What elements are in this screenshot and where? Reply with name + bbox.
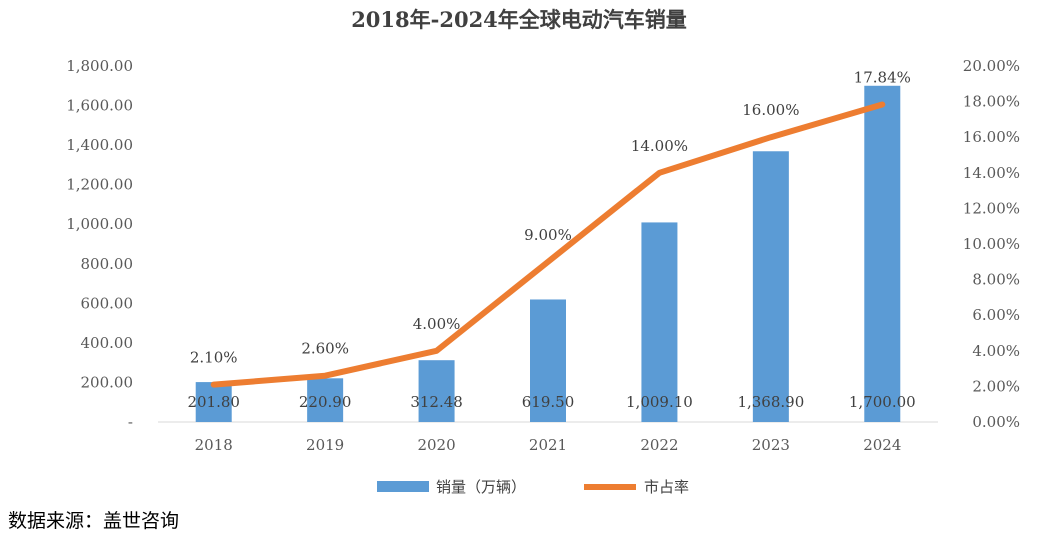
right-tick-label: 4.00% <box>972 342 1020 360</box>
right-tick-label: 18.00% <box>963 93 1020 111</box>
legend-line-label: 市占率 <box>644 478 689 496</box>
x-tick-label: 2022 <box>640 436 678 454</box>
line-data-label: 4.00% <box>413 315 461 333</box>
left-tick-label: 1,800.00 <box>66 57 133 75</box>
x-tick-label: 2019 <box>306 436 344 454</box>
right-tick-label: 20.00% <box>963 57 1020 75</box>
left-tick-label: - <box>128 413 133 431</box>
right-tick-label: 16.00% <box>963 128 1020 146</box>
left-tick-label: 1,000.00 <box>66 215 133 233</box>
bar <box>307 378 344 422</box>
right-tick-label: 0.00% <box>972 413 1020 431</box>
x-tick-label: 2021 <box>529 436 567 454</box>
right-tick-label: 14.00% <box>963 164 1020 182</box>
bar-series <box>195 85 901 423</box>
bar-data-label: 619.50 <box>522 393 575 411</box>
line-series <box>210 101 886 388</box>
line-data-label: 9.00% <box>524 226 572 244</box>
line-data-label: 17.84% <box>854 68 911 86</box>
bar-data-label: 312.48 <box>410 393 463 411</box>
bar <box>418 360 455 422</box>
left-tick-label: 1,200.00 <box>66 176 133 194</box>
right-tick-label: 2.00% <box>972 377 1020 395</box>
left-tick-label: 1,400.00 <box>66 136 133 154</box>
right-tick-label: 6.00% <box>972 306 1020 324</box>
left-tick-label: 200.00 <box>81 373 134 391</box>
x-tick-label: 2023 <box>752 436 790 454</box>
bar <box>530 299 566 422</box>
bar-data-labels: 201.80 220.90 312.48 619.50 1,009.10 1,368.90… <box>187 393 915 411</box>
x-tick-label: 2020 <box>417 436 455 454</box>
right-tick-label: 8.00% <box>972 271 1020 289</box>
line-data-labels: 2.10% 2.60% 4.00% 9.00% 14.00% 16.00% 17.84% <box>190 68 911 366</box>
bar-data-label: 201.80 <box>187 393 240 411</box>
bar-data-label: 1,700.00 <box>849 393 916 411</box>
bar-data-label: 1,009.10 <box>626 393 693 411</box>
right-tick-label: 10.00% <box>963 235 1020 253</box>
left-tick-label: 800.00 <box>81 255 134 273</box>
bar <box>641 222 678 422</box>
line-data-label: 2.60% <box>301 340 349 358</box>
bar <box>752 151 789 422</box>
legend: 销量（万辆） 市占率 <box>377 478 689 496</box>
x-axis-ticks: 2018 2019 2020 2021 2022 2023 2024 <box>195 436 902 454</box>
legend-bar-label: 销量（万辆） <box>436 478 526 496</box>
legend-bar-swatch <box>377 481 429 492</box>
bar <box>195 382 232 422</box>
share-line <box>210 101 886 388</box>
left-tick-label: 1,600.00 <box>66 97 133 115</box>
bar <box>864 85 901 423</box>
line-data-label: 2.10% <box>190 349 238 367</box>
chart-title: 2018年-2024年全球电动汽车销量 <box>351 7 687 32</box>
left-axis-ticks: - 200.00 400.00 600.00 800.00 1,000.00 1,200.0… <box>66 57 133 431</box>
left-tick-label: 400.00 <box>81 334 134 352</box>
left-tick-label: 600.00 <box>81 294 134 312</box>
right-axis-ticks: 0.00% 2.00% 4.00% 6.00% 8.00% 10.00% 12.00% 14.… <box>963 57 1020 431</box>
line-data-label: 16.00% <box>742 101 799 119</box>
bar-data-label: 1,368.90 <box>737 393 804 411</box>
line-data-label: 14.00% <box>631 137 688 155</box>
bar-data-label: 220.90 <box>299 393 352 411</box>
x-tick-label: 2024 <box>863 436 901 454</box>
source-note: 数据来源：盖世咨询 <box>8 510 180 532</box>
x-tick-label: 2018 <box>195 436 233 454</box>
right-tick-label: 12.00% <box>963 199 1020 217</box>
